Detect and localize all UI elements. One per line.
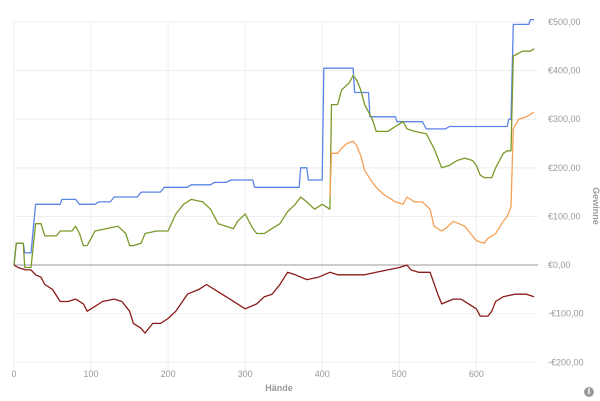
gridlines [13, 21, 538, 372]
y-tick-label: €400,00 [548, 66, 581, 76]
x-tick-label: 0 [11, 369, 16, 379]
y-tick-label: -€100,00 [548, 309, 584, 319]
y-tick-label: €200,00 [548, 163, 581, 173]
x-axis-title: Hände [265, 383, 293, 393]
series-line-4 [13, 264, 535, 334]
series-line-3 [329, 111, 535, 244]
y-tick-label: -€200,00 [548, 357, 584, 367]
y-tick-labels: €500,00 €400,00 €300,00 €200,00 €100,00 €0,00… [548, 17, 584, 367]
info-icon[interactable]: i [584, 387, 594, 397]
x-tick-label: 100 [84, 369, 99, 379]
series-line-1 [13, 18, 535, 266]
x-tick-label: 600 [469, 369, 484, 379]
x-tick-labels: 0 100 200 300 400 500 600 [11, 369, 483, 379]
x-tick-label: 300 [238, 369, 253, 379]
series-line-2 [13, 48, 535, 269]
y-tick-label: €0,00 [548, 260, 571, 270]
y-tick-label: €300,00 [548, 114, 581, 124]
y-tick-label: €500,00 [548, 17, 581, 27]
x-tick-label: 400 [315, 369, 330, 379]
series-lines [13, 18, 535, 334]
y-axis-title: Gewinne [591, 187, 600, 225]
x-tick-label: 200 [161, 369, 176, 379]
x-tick-label: 500 [392, 369, 407, 379]
y-tick-label: €100,00 [548, 211, 581, 221]
